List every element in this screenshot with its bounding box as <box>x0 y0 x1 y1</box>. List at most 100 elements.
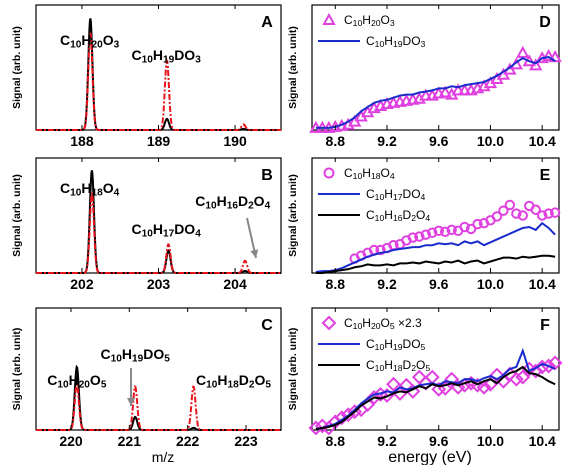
x-tick-label-D: 9.2 <box>377 133 397 149</box>
data-point-D <box>541 48 556 62</box>
panel-letter-A: A <box>261 14 273 31</box>
data-point-D <box>451 83 465 96</box>
x-tick-label-C: 220 <box>59 433 83 449</box>
x-tick-label-A: 190 <box>223 133 247 149</box>
legend-marker-F <box>321 315 337 331</box>
arrow-head-B <box>250 249 259 258</box>
series-line-E-black <box>315 254 556 274</box>
data-point-D <box>516 45 530 58</box>
x-axis-label-mz: m/z <box>152 449 175 465</box>
x-tick-label-F: 9.6 <box>429 433 449 449</box>
series-line-A-black <box>36 18 281 131</box>
series-line-E-blue <box>315 221 556 274</box>
y-axis-label-B: Signal (arb. unit) <box>11 174 23 257</box>
series-line-D-blue <box>315 56 556 129</box>
data-point-D <box>419 88 433 101</box>
arrow-head-C <box>127 398 135 406</box>
legend-label-F: C10H18D2O5 <box>366 358 430 373</box>
data-point-F <box>366 390 382 405</box>
x-tick-label-F: 8.8 <box>326 433 346 449</box>
y-axis-label-A: Signal (arb. unit) <box>11 26 23 109</box>
series-line-F-black <box>315 365 556 430</box>
data-point-D <box>529 58 543 71</box>
peak-annotation-B: C10H17DO4 <box>132 221 202 240</box>
plot-frame-D <box>311 4 560 131</box>
x-tick-label-F: 10.0 <box>477 433 504 449</box>
x-tick-label-B: 203 <box>147 276 171 292</box>
data-point-E <box>530 204 541 215</box>
legend-label-E: C10H18O4 <box>344 166 395 181</box>
peak-annotation-C: C10H18D2O5 <box>196 372 271 391</box>
data-point-F <box>457 377 473 393</box>
panel-letter-E: E <box>540 167 551 184</box>
plot-frame-B <box>35 157 282 274</box>
x-tick-label-B: 202 <box>70 276 94 292</box>
data-point-F <box>334 410 350 426</box>
data-point-F <box>508 371 524 387</box>
y-axis-label-F: Signal (arb. unit) <box>287 328 299 411</box>
x-tick-label-E: 9.6 <box>429 276 449 292</box>
data-point-E <box>549 207 561 218</box>
data-point-E <box>465 223 477 235</box>
data-point-E <box>459 221 470 233</box>
series-line-C-red <box>36 382 281 431</box>
data-point-E <box>472 218 483 230</box>
x-tick-label-E: 8.8 <box>326 276 346 292</box>
peak-annotation-B: C10H18O4 <box>60 180 120 199</box>
legend-label-F: C10H20O5 ×2.3 <box>344 316 422 331</box>
x-tick-label-B: 204 <box>223 276 247 292</box>
data-point-F <box>495 373 511 389</box>
legend-label-E: C10H17DO4 <box>366 187 426 202</box>
data-point-D <box>457 83 472 96</box>
x-tick-label-F: 10.4 <box>529 433 556 449</box>
y-axis-label-C: Signal (arb. unit) <box>11 328 23 411</box>
x-tick-label-D: 10.4 <box>529 133 556 149</box>
x-tick-label-E: 10.4 <box>529 276 556 292</box>
peak-annotation-C: C10H20O5 <box>47 372 107 391</box>
plot-frame-A <box>35 4 282 131</box>
x-axis-label-energy: energy (eV) <box>388 449 472 465</box>
data-point-E <box>439 226 451 237</box>
legend-marker-E <box>323 167 335 179</box>
x-tick-label-A: 188 <box>70 133 94 149</box>
x-tick-label-C: 223 <box>234 433 258 449</box>
data-point-E <box>511 208 522 219</box>
data-point-E <box>446 224 457 236</box>
y-axis-label-D: Signal (arb. unit) <box>287 26 299 109</box>
data-point-E <box>543 208 554 219</box>
legend-label-D: C10H20O3 <box>344 13 395 28</box>
data-point-F <box>431 381 447 397</box>
peak-annotation-A: C10H20O3 <box>60 32 120 51</box>
data-point-F <box>450 379 466 395</box>
data-point-E <box>498 205 509 216</box>
data-point-F <box>386 376 401 392</box>
x-tick-label-E: 10.0 <box>477 276 504 292</box>
x-tick-label-D: 9.6 <box>429 133 449 149</box>
data-point-E <box>375 244 386 256</box>
data-point-F <box>515 369 531 385</box>
x-tick-label-A: 189 <box>147 133 171 149</box>
data-point-F <box>476 379 492 395</box>
data-point-E <box>407 232 419 243</box>
panel-letter-C: C <box>261 317 273 334</box>
data-point-F <box>444 371 460 387</box>
x-tick-label-C: 221 <box>118 433 142 449</box>
peak-annotation-B: C10H16D2O4 <box>195 193 270 212</box>
x-tick-label-D: 8.8 <box>326 133 346 149</box>
data-point-E <box>517 210 528 221</box>
y-axis-label-E: Signal (arb. unit) <box>287 174 299 257</box>
panel-letter-F: F <box>540 317 550 334</box>
data-point-E <box>504 199 516 211</box>
data-point-F <box>308 420 324 436</box>
data-point-F <box>347 404 363 420</box>
plot-frame-F <box>311 307 560 431</box>
data-point-D <box>438 85 452 98</box>
data-point-E <box>433 225 444 237</box>
data-point-E <box>420 229 432 240</box>
x-tick-label-F: 9.2 <box>377 433 397 449</box>
data-point-E <box>536 210 548 221</box>
panel-letter-B: B <box>261 167 273 184</box>
legend-label-E: C10H16D2O4 <box>366 208 430 223</box>
legend-marker-D <box>322 12 336 25</box>
